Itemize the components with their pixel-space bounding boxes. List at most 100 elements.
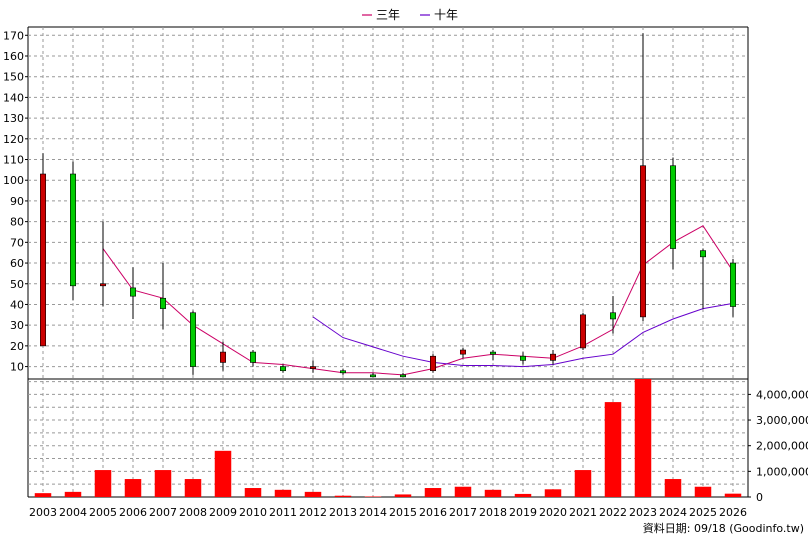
volume-bar	[184, 479, 202, 497]
volume-bar	[304, 491, 322, 497]
volume-bar	[244, 488, 262, 497]
candle	[130, 267, 137, 319]
candle-body	[279, 366, 286, 372]
x-axis: 2003 2004 2005 2006 2007 2008 2009 2010 2011 2012…	[29, 506, 747, 519]
x-tick-label: 2018	[479, 506, 507, 519]
candle	[100, 221, 107, 307]
volume-bar	[64, 491, 82, 497]
x-tick-label: 2013	[329, 506, 357, 519]
moving-average-lines	[102, 225, 734, 376]
volume-bar	[34, 493, 52, 497]
x-tick-label: 2003	[29, 506, 57, 519]
candle-body	[729, 262, 736, 307]
x-tick-label: 2006	[119, 506, 147, 519]
x-tick-label: 2017	[449, 506, 477, 519]
candle	[459, 347, 466, 359]
candle-body	[429, 355, 436, 372]
candle	[489, 350, 496, 361]
candle-body	[489, 351, 496, 355]
price-tick-label: 100	[3, 174, 24, 187]
volume-bar	[94, 470, 112, 497]
price-tick-label: 150	[3, 71, 24, 84]
candle	[579, 312, 586, 351]
price-axis: 10 20 30 40 50 60 70 80 90 100 110 120 130 140 150 160 1…	[3, 29, 28, 374]
price-tick-label: 80	[10, 216, 24, 229]
volume-tick-label: 3,000,000	[756, 414, 808, 427]
x-tick-label: 2020	[539, 506, 567, 519]
x-tick-label: 2026	[719, 506, 747, 519]
price-tick-label: 160	[3, 50, 24, 63]
legend-label: 十年	[434, 8, 458, 22]
volume-bar	[724, 493, 742, 497]
volume-bar	[334, 495, 352, 497]
volume-bar	[634, 379, 652, 497]
candle-body	[699, 250, 706, 258]
legend-label: 三年	[376, 8, 400, 22]
x-tick-label: 2007	[149, 506, 177, 519]
volume-bars	[34, 379, 742, 497]
x-tick-label: 2024	[659, 506, 687, 519]
price-tick-label: 10	[10, 361, 24, 374]
volume-bar	[694, 486, 712, 497]
x-tick-label: 2008	[179, 506, 207, 519]
candle-body	[669, 165, 676, 249]
candle	[369, 372, 376, 378]
price-tick-label: 70	[10, 236, 24, 249]
candle-body	[639, 165, 646, 318]
volume-bar	[394, 494, 412, 497]
candle-body	[549, 353, 556, 361]
price-tick-label: 90	[10, 195, 24, 208]
candle	[339, 368, 346, 375]
x-tick-label: 2011	[269, 506, 297, 519]
candlesticks	[39, 33, 736, 378]
candle	[609, 296, 616, 334]
volume-bar	[274, 489, 292, 497]
candle-body	[220, 351, 227, 363]
x-tick-label: 2012	[299, 506, 327, 519]
volume-bar	[364, 496, 382, 497]
candle	[70, 161, 77, 301]
candle-body	[100, 283, 107, 287]
candle	[729, 258, 736, 317]
volume-bar	[124, 479, 142, 497]
candle-body	[250, 351, 257, 363]
candle-body	[130, 287, 137, 297]
candle	[399, 372, 406, 378]
grid-lines	[27, 26, 749, 498]
x-tick-label: 2019	[509, 506, 537, 519]
price-tick-label: 30	[10, 319, 24, 332]
volume-tick-label: 2,000,000	[756, 440, 808, 453]
candle	[309, 360, 316, 373]
candle-body	[339, 370, 346, 374]
candle-body	[369, 374, 376, 378]
candle-body	[160, 297, 167, 309]
x-tick-label: 2015	[389, 506, 417, 519]
x-tick-label: 2025	[689, 506, 717, 519]
candle	[429, 354, 436, 373]
x-tick-label: 2021	[569, 506, 597, 519]
candle-body	[39, 173, 46, 347]
candle-body	[519, 355, 526, 361]
candle	[250, 350, 257, 367]
candle-body	[190, 312, 197, 367]
candle	[190, 310, 197, 375]
price-tick-label: 60	[10, 257, 24, 270]
volume-bar	[574, 470, 592, 497]
x-tick-label: 2022	[599, 506, 627, 519]
x-tick-label: 2010	[239, 506, 267, 519]
candle	[669, 157, 676, 270]
candle	[699, 248, 706, 309]
candle	[639, 33, 646, 322]
volume-axis: 0 1,000,000 2,000,000 3,000,000 4,000,000	[748, 388, 808, 504]
legend: 三年 十年	[362, 8, 458, 22]
x-tick-label: 2016	[419, 506, 447, 519]
volume-bar	[154, 470, 172, 497]
volume-tick-label: 1,000,000	[756, 465, 808, 478]
candle	[220, 341, 227, 371]
volume-bar	[214, 450, 232, 497]
volume-tick-label: 0	[756, 491, 763, 504]
volume-bar	[664, 479, 682, 497]
ma-10yr-line	[312, 302, 734, 368]
candle-body	[579, 314, 586, 349]
candle	[519, 352, 526, 365]
